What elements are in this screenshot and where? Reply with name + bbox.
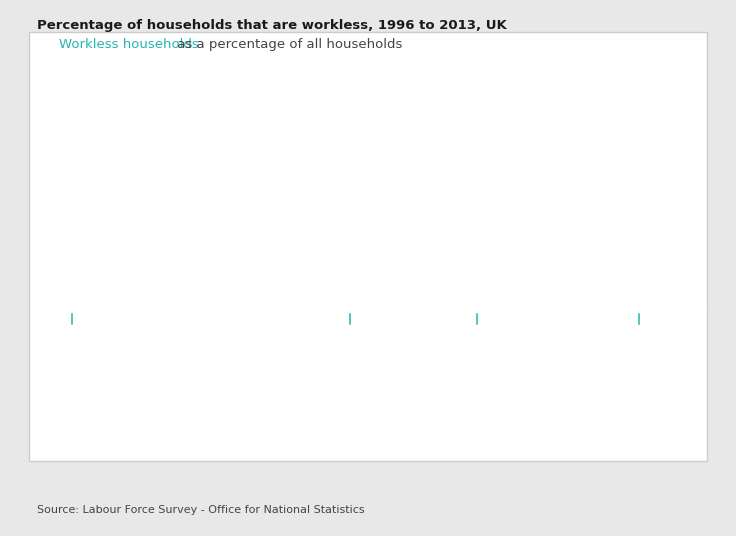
Point — [666, 237, 678, 246]
Bar — [528, 285, 537, 311]
Point — [492, 225, 503, 233]
Point — [631, 208, 643, 217]
Polygon shape — [177, 271, 192, 285]
Text: 19.2%: 19.2% — [581, 110, 622, 123]
Point — [144, 152, 155, 161]
Text: The percentage of workless households
stood at 20.9% when comparable records
beg: The percentage of workless households st… — [54, 368, 282, 401]
Text: Source: Labour Force Survey - Office for National Statistics: Source: Labour Force Survey - Office for… — [37, 504, 364, 515]
Point — [596, 185, 608, 193]
Text: 17.3%: 17.3% — [408, 278, 448, 291]
Point — [74, 113, 85, 121]
Polygon shape — [247, 271, 261, 285]
Bar — [597, 285, 607, 311]
Text: as a percentage of all households: as a percentage of all households — [173, 38, 403, 51]
Bar — [458, 285, 467, 311]
Bar — [284, 285, 294, 311]
Point — [178, 168, 190, 177]
Polygon shape — [595, 271, 609, 285]
Point — [353, 225, 364, 233]
Point — [318, 218, 330, 226]
Bar — [214, 285, 224, 311]
Polygon shape — [559, 271, 575, 285]
Bar — [423, 285, 433, 311]
Point — [248, 195, 260, 203]
Point — [213, 182, 225, 190]
Polygon shape — [72, 271, 88, 285]
Bar — [389, 285, 398, 311]
Polygon shape — [386, 271, 401, 285]
Text: . . . ten years
later it had
fallen to 17.3%.: . . . ten years later it had fallen to 1… — [299, 368, 385, 401]
Polygon shape — [490, 271, 506, 285]
Text: Workless households: Workless households — [59, 38, 199, 51]
Polygon shape — [525, 271, 540, 285]
Bar — [562, 285, 572, 311]
Point — [562, 168, 573, 177]
Text: 17.1%: 17.1% — [645, 276, 698, 291]
Bar — [180, 285, 189, 311]
Bar — [319, 285, 328, 311]
Polygon shape — [455, 271, 470, 285]
Bar — [144, 285, 155, 311]
Point — [283, 208, 294, 217]
Text: 20.9%: 20.9% — [101, 79, 141, 92]
Bar — [75, 285, 85, 311]
Polygon shape — [142, 271, 157, 285]
Point — [457, 228, 469, 236]
Polygon shape — [629, 271, 645, 285]
Point — [422, 231, 434, 240]
Bar — [632, 285, 642, 311]
Point — [109, 139, 121, 147]
Bar — [353, 285, 364, 311]
Polygon shape — [107, 271, 122, 285]
Text: It rose to 19.2%
in the recent
downturn . . .: It rose to 19.2% in the recent downturn … — [426, 368, 513, 401]
Polygon shape — [350, 271, 366, 285]
Polygon shape — [281, 271, 297, 285]
Point — [387, 228, 399, 236]
Text: Percentage of households that are workless, 1996 to 2013, UK: Percentage of households that are workle… — [37, 19, 506, 32]
Bar — [493, 285, 503, 311]
Bar — [249, 285, 259, 311]
Point — [526, 195, 538, 203]
Bar — [667, 285, 676, 311]
Text: . . . in 2013 it was
17.1%, the: . . . in 2013 it was 17.1%, the — [556, 359, 653, 380]
Polygon shape — [664, 271, 679, 285]
Text: lowest
since 1996: lowest since 1996 — [556, 411, 622, 432]
Polygon shape — [211, 271, 227, 285]
Bar — [110, 285, 119, 311]
Polygon shape — [420, 271, 436, 285]
Polygon shape — [316, 271, 331, 285]
